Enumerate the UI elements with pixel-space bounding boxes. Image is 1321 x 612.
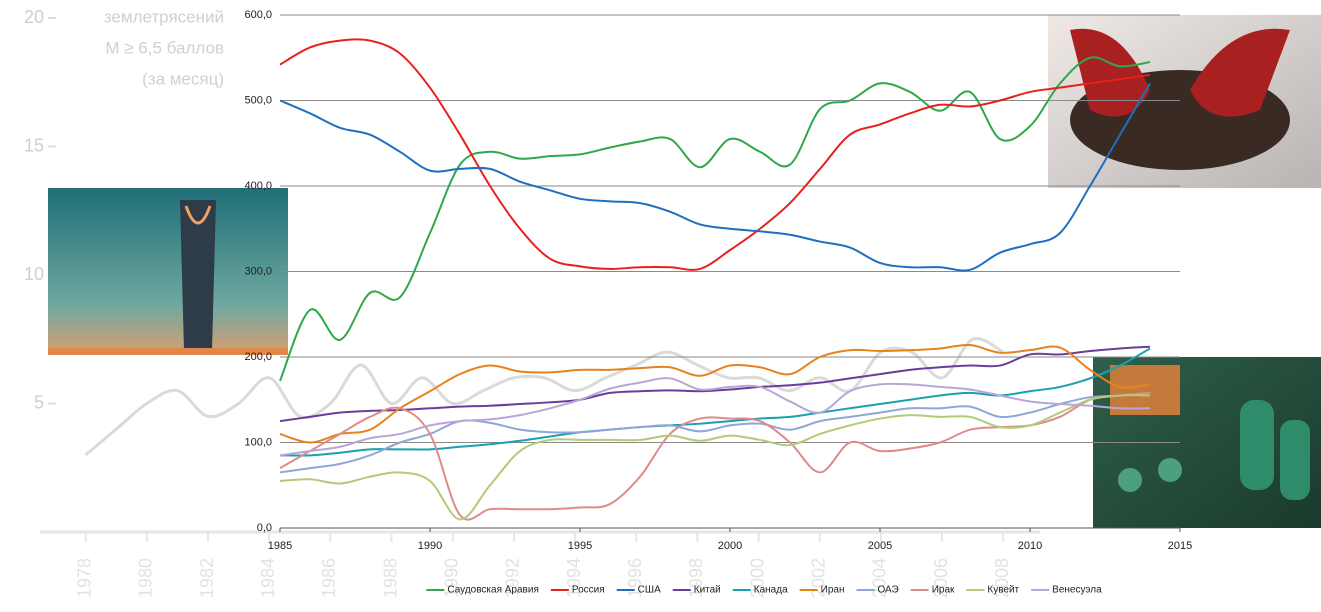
- x-tick-label: 1992: [503, 558, 523, 598]
- x-tick-label: 1984: [258, 558, 278, 598]
- legend-label: Канада: [754, 585, 788, 596]
- series-line: [279, 377, 1151, 457]
- legend-label: Саудовская Аравия: [447, 585, 539, 596]
- x-tick-label: 1994: [564, 558, 584, 598]
- y-axis-label: M ≥ 6,5 баллов: [105, 38, 224, 57]
- y-tick-label: 0,0: [257, 522, 272, 534]
- legend-label: Венесуэла: [1052, 585, 1102, 596]
- x-tick-label: 1985: [268, 540, 292, 552]
- x-tick-label: 1986: [319, 558, 339, 598]
- y-tick-label: 20: [24, 7, 44, 27]
- series-line: [279, 345, 1151, 423]
- x-tick-label: 1988: [380, 558, 400, 598]
- tower-photo: [48, 188, 288, 355]
- legend-label: Кувейт: [987, 585, 1019, 596]
- x-tick-label: 1996: [625, 558, 645, 598]
- y-tick-label: 10: [24, 264, 44, 284]
- x-tick-label: 2005: [868, 540, 892, 552]
- x-tick-label: 2010: [1018, 540, 1042, 552]
- x-tick-label: 1980: [136, 558, 156, 598]
- series-line: [279, 56, 1151, 382]
- series-line: [279, 394, 1151, 521]
- legend-label: Россия: [572, 585, 605, 596]
- y-axis-label: землетрясений: [104, 7, 224, 26]
- y-tick-label: 100,0: [244, 436, 272, 448]
- x-tick-label: 1995: [568, 540, 592, 552]
- series-line: [279, 391, 1151, 474]
- legend: Саудовская Аравия Россия США Китай Канада Ира…: [426, 585, 1102, 596]
- x-tick-label: 2000: [718, 540, 742, 552]
- x-tick-label: 2004: [870, 558, 890, 598]
- x-tick-label: 1990: [441, 558, 461, 598]
- hands-photo: [1048, 15, 1321, 188]
- series-line: [279, 343, 1151, 444]
- y-tick-label: 15: [24, 135, 44, 155]
- y-axis-label: (за месяц): [142, 69, 224, 88]
- x-tick-label: 2000: [747, 558, 767, 598]
- y-tick-label: 400,0: [244, 180, 272, 192]
- x-tick-label: 1998: [686, 558, 706, 598]
- legend-label: Иран: [821, 585, 845, 596]
- x-tick-label: 1982: [197, 558, 217, 598]
- series-line: [279, 82, 1151, 272]
- legend-label: США: [638, 585, 661, 596]
- legend-label: Китай: [694, 585, 721, 596]
- y-tick-label: 500,0: [244, 94, 272, 106]
- y-tick-label: 600,0: [244, 9, 272, 21]
- series-line: [279, 38, 1151, 271]
- legend-label: ОАЭ: [877, 585, 898, 596]
- x-tick-label: 2006: [931, 558, 951, 598]
- x-tick-label: 2002: [809, 558, 829, 598]
- y-tick-label: 300,0: [244, 265, 272, 277]
- x-tick-label: 1990: [418, 540, 442, 552]
- y-tick-label: 5: [34, 392, 44, 412]
- x-tick-label: 2015: [1168, 540, 1192, 552]
- legend-label: Ирак: [932, 585, 955, 596]
- y-tick-label: 200,0: [244, 351, 272, 363]
- x-tick-label: 2008: [992, 558, 1012, 598]
- x-tick-label: 1978: [74, 558, 94, 598]
